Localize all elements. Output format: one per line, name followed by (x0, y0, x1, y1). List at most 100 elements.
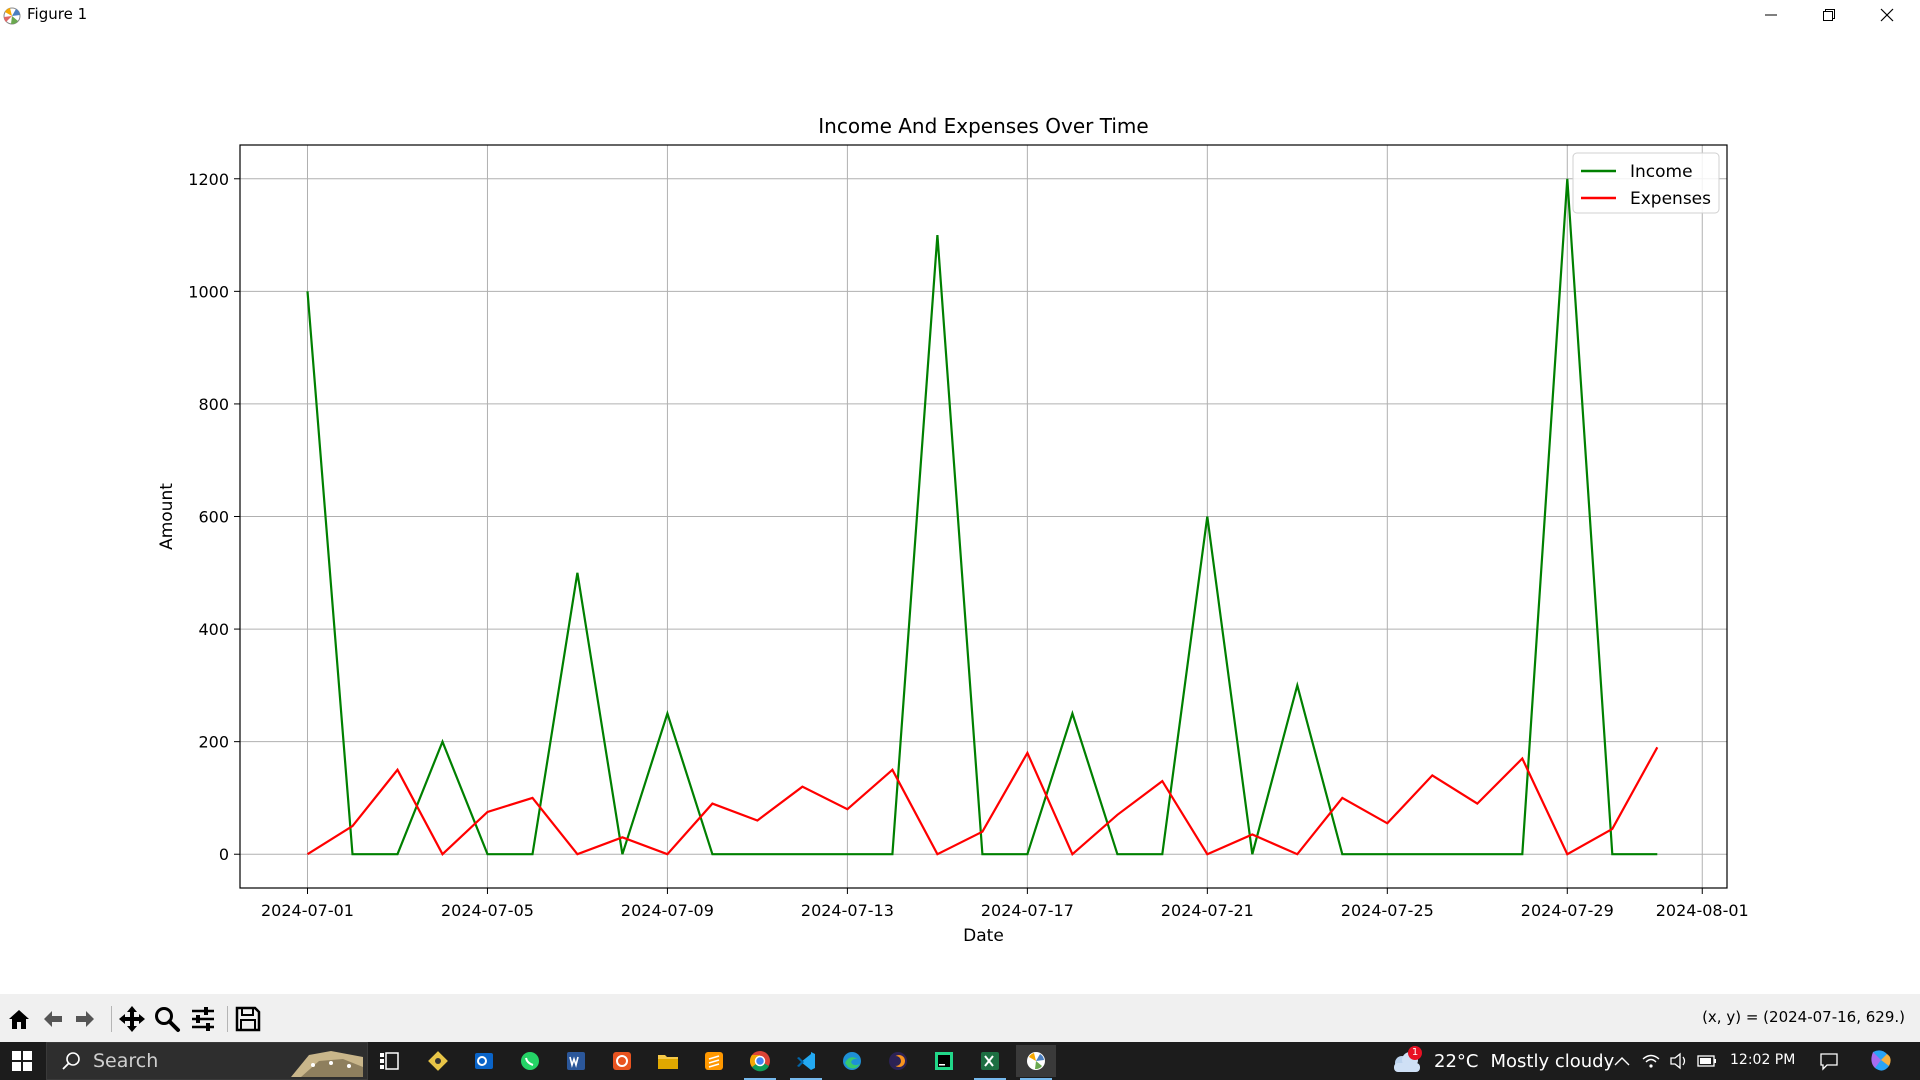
taskbar-app-pycharm[interactable] (924, 1045, 964, 1077)
y-tick-label: 200 (198, 733, 229, 752)
zoom-button[interactable] (152, 1004, 182, 1034)
x-tick-label: 2024-08-01 (1656, 901, 1749, 920)
toolbar-separator (111, 1006, 112, 1032)
show-hidden-icons-button[interactable] (1611, 1051, 1633, 1071)
pan-icon (119, 1006, 145, 1032)
save-icon (235, 1006, 261, 1032)
taskbar-app-git[interactable] (418, 1045, 458, 1077)
battery-icon (1697, 1055, 1716, 1067)
taskbar-app-whatsapp[interactable] (510, 1045, 550, 1077)
notifications-button[interactable] (1818, 1051, 1840, 1071)
system-clock[interactable]: 12:02 PM (1730, 1052, 1796, 1068)
matplotlib-icon (1027, 1052, 1045, 1070)
ubuntu-icon (613, 1052, 631, 1070)
task-view-icon (380, 1052, 399, 1070)
search-icon (62, 1052, 80, 1070)
taskbar-app-python-figure[interactable] (1016, 1045, 1056, 1080)
taskbar-app-chrome[interactable] (740, 1045, 780, 1080)
taskbar-app-file-explorer[interactable] (648, 1045, 688, 1077)
y-tick-label: 800 (198, 395, 229, 414)
y-tick-label: 1200 (188, 170, 229, 189)
x-tick-label: 2024-07-17 (981, 901, 1074, 920)
chevron-up-icon (1614, 1057, 1630, 1066)
title-bar: Figure 1 (0, 0, 1920, 30)
forward-icon (76, 1011, 94, 1027)
x-tick-label: 2024-07-01 (261, 901, 354, 920)
vscode-icon (797, 1052, 815, 1070)
battery-button[interactable] (1696, 1051, 1718, 1071)
pan-button[interactable] (117, 1004, 147, 1034)
copilot-button[interactable] (1866, 1047, 1896, 1075)
y-ticks: 0 200 400 600 800 1000 1200 (188, 170, 240, 864)
task-view-button[interactable] (370, 1045, 410, 1077)
cursor-coordinates: (x, y) = (2024-07-16, 629.) (1702, 1008, 1905, 1026)
weather-temperature: 22°C (1434, 1050, 1479, 1072)
toolbar-separator (227, 1006, 228, 1032)
y-tick-label: 0 (219, 845, 229, 864)
taskbar-app-outlook[interactable] (464, 1045, 504, 1077)
series-line-expenses (306, 746, 1659, 857)
figure-canvas[interactable]: 2024-07-01 2024-07-05 2024-07-09 2024-07-13… (0, 30, 1920, 994)
zoom-icon (155, 1007, 180, 1032)
active-app-indicator (790, 1078, 822, 1080)
back-icon (44, 1011, 62, 1027)
matplotlib-app-icon (2, 6, 22, 26)
speaker-icon (1670, 1052, 1686, 1070)
folder-icon (658, 1055, 678, 1069)
close-button[interactable] (1858, 0, 1916, 30)
eclipse-icon (889, 1052, 907, 1070)
grid-lines (240, 145, 1727, 888)
copilot-icon (1871, 1050, 1891, 1071)
active-app-indicator (744, 1078, 776, 1080)
window-title: Figure 1 (27, 5, 88, 23)
start-button[interactable] (0, 1042, 44, 1080)
taskbar: Search (0, 1042, 1920, 1080)
taskbar-search[interactable]: Search (46, 1042, 368, 1080)
taskbar-app-edge[interactable] (832, 1045, 872, 1077)
windows-logo-icon (12, 1051, 32, 1071)
matplotlib-toolbar: (x, y) = (2024-07-16, 629.) (0, 994, 1920, 1042)
taskbar-app-vscode[interactable] (786, 1045, 826, 1080)
weather-widget[interactable]: 1 22°C Mostly cloudy (1388, 1042, 1614, 1080)
taskbar-app-sublime[interactable] (694, 1045, 734, 1077)
network-button[interactable] (1640, 1051, 1662, 1071)
chrome-icon (750, 1051, 770, 1072)
close-icon (1880, 8, 1894, 22)
back-button[interactable] (38, 1004, 68, 1034)
git-icon (428, 1051, 448, 1071)
line-chart: 2024-07-01 2024-07-05 2024-07-09 2024-07-13… (157, 114, 1749, 946)
taskbar-app-ubuntu[interactable] (602, 1045, 642, 1077)
notification-icon (1820, 1053, 1838, 1071)
taskbar-app-eclipse[interactable] (878, 1045, 918, 1077)
restore-button[interactable] (1800, 0, 1858, 30)
legend: Income Expenses (1572, 152, 1720, 214)
wifi-icon (1642, 1054, 1660, 1068)
search-highlight-icon (291, 1051, 363, 1077)
sublime-icon (705, 1052, 723, 1070)
series-lines (306, 178, 1659, 857)
minimize-button[interactable] (1742, 0, 1800, 30)
active-app-indicator (974, 1078, 1006, 1080)
y-tick-label: 600 (198, 508, 229, 527)
configure-subplots-button[interactable] (188, 1004, 218, 1034)
forward-button[interactable] (70, 1004, 100, 1034)
home-button[interactable] (4, 1004, 34, 1034)
volume-button[interactable] (1668, 1051, 1690, 1071)
x-tick-label: 2024-07-25 (1341, 901, 1434, 920)
taskbar-app-excel[interactable] (970, 1045, 1010, 1080)
taskbar-app-word[interactable] (556, 1045, 596, 1077)
x-tick-label: 2024-07-13 (801, 901, 894, 920)
whatsapp-icon (521, 1052, 539, 1070)
save-button[interactable] (233, 1004, 263, 1034)
x-ticks: 2024-07-01 2024-07-05 2024-07-09 2024-07-13… (261, 888, 1749, 920)
y-axis-label: Amount (157, 483, 177, 550)
series-line-income (306, 178, 1658, 856)
x-tick-label: 2024-07-09 (621, 901, 714, 920)
outlook-icon (475, 1053, 493, 1069)
home-icon (9, 1010, 29, 1029)
configure-icon (192, 1007, 214, 1031)
weather-condition: Mostly cloudy (1490, 1050, 1615, 1072)
x-tick-label: 2024-07-29 (1521, 901, 1614, 920)
pycharm-icon (935, 1052, 953, 1070)
x-tick-label: 2024-07-21 (1161, 901, 1254, 920)
